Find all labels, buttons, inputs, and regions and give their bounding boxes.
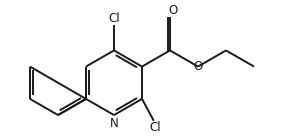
Text: Cl: Cl bbox=[149, 121, 161, 134]
Text: N: N bbox=[110, 117, 118, 130]
Text: O: O bbox=[168, 4, 177, 17]
Text: Cl: Cl bbox=[108, 12, 120, 25]
Text: O: O bbox=[193, 60, 202, 73]
